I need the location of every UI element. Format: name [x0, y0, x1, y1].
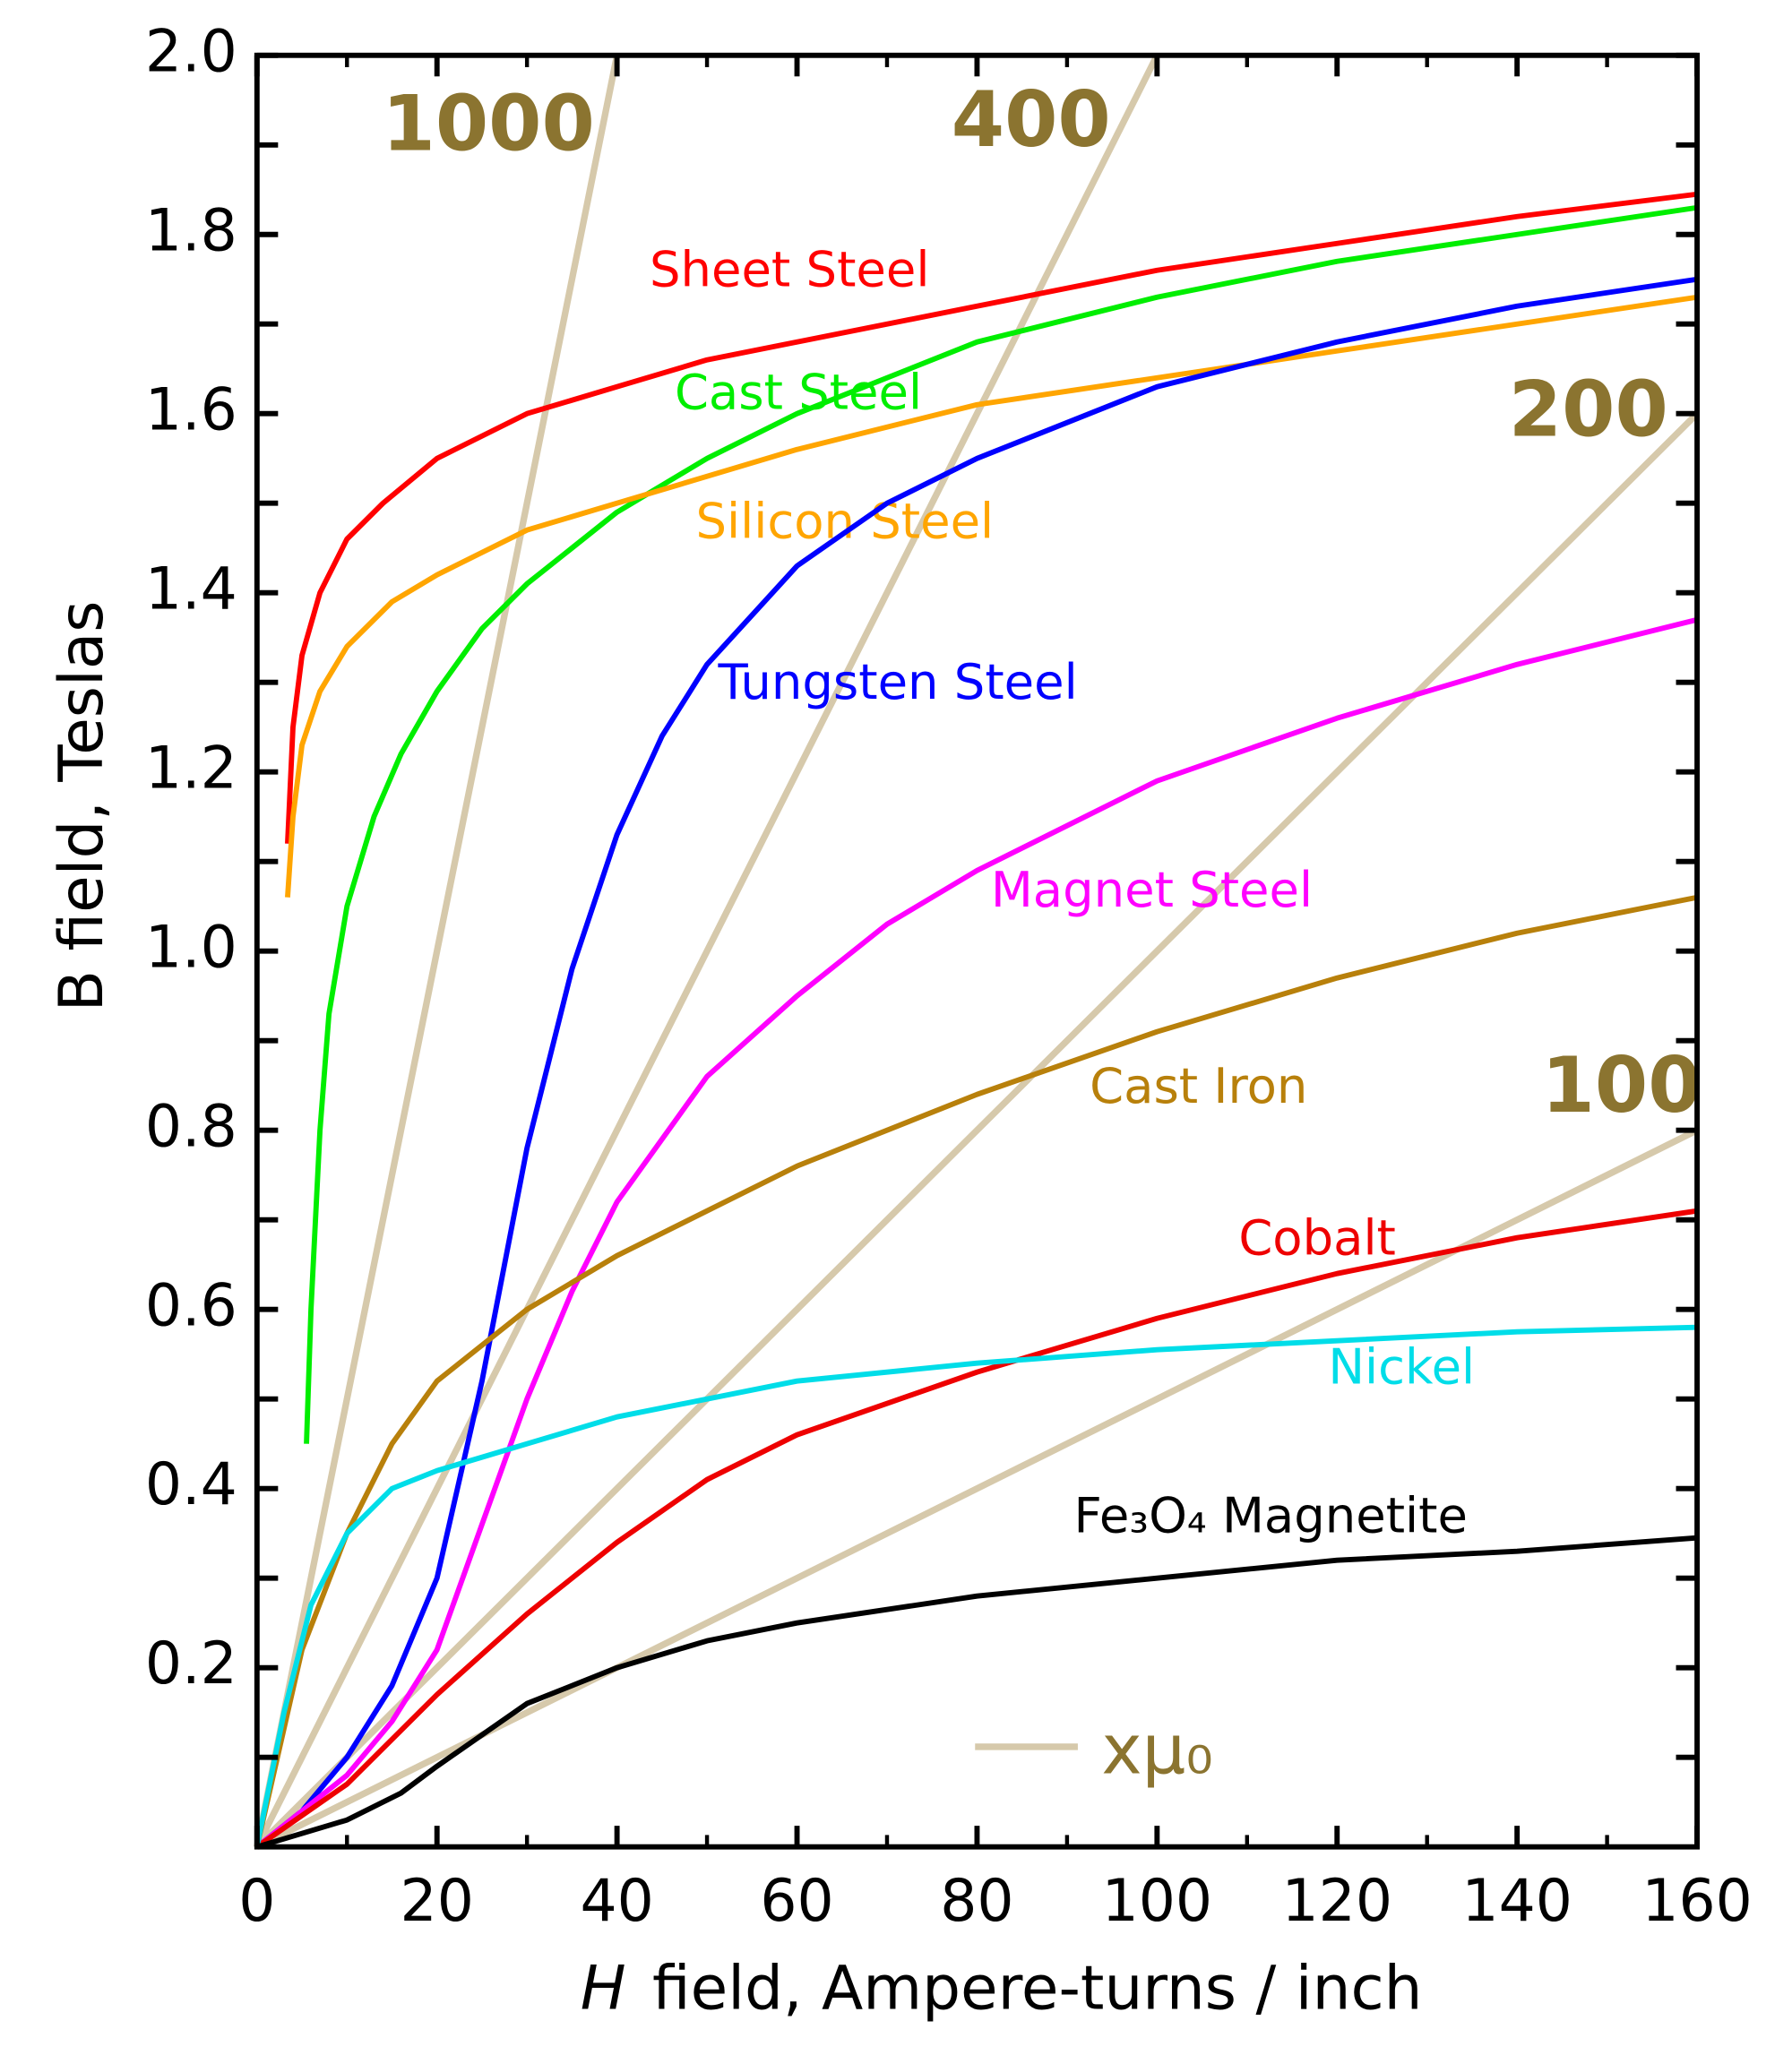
y-axis-title: B field, Teslas	[46, 600, 116, 1011]
y-tick-label: 0.6	[145, 1272, 237, 1339]
permeability-line	[254, 411, 1700, 1850]
series-label: Cast Steel	[675, 364, 922, 420]
x-tick-label: 140	[1461, 1868, 1572, 1935]
y-tick-label: 0.8	[145, 1093, 237, 1160]
series-label: Magnet Steel	[991, 862, 1313, 918]
series-line	[255, 1208, 1698, 1850]
permeability-label: 1000	[383, 81, 595, 169]
y-tick-label: 0.2	[145, 1630, 237, 1698]
plot-frame	[254, 52, 1701, 1850]
series-label: Silicon Steel	[695, 493, 994, 549]
series-line	[254, 1324, 1698, 1848]
x-tick-label: 0	[238, 1868, 275, 1935]
series-line	[285, 191, 1698, 844]
series-label: Nickel	[1328, 1338, 1475, 1395]
series-label: Sheet Steel	[650, 242, 929, 298]
permeability-line	[254, 55, 621, 1848]
permeability-label: 400	[952, 76, 1111, 165]
series-line	[285, 294, 1698, 898]
x-tick-label: 60	[760, 1868, 833, 1935]
permeability-label: 200	[1509, 366, 1668, 455]
permeability-line	[254, 54, 1160, 1849]
x-tick-label: 100	[1102, 1868, 1212, 1935]
series-line	[255, 1535, 1698, 1850]
x-tick-label: 160	[1641, 1868, 1752, 1935]
series-line	[304, 204, 1698, 1444]
x-tick-label: 120	[1282, 1868, 1392, 1935]
series-label: Fe₃O₄ Magnetite	[1074, 1488, 1468, 1544]
permeability-label: 100	[1542, 1042, 1702, 1131]
x-axis-var: H	[581, 1952, 626, 2023]
legend-label: xμ₀	[1101, 1711, 1213, 1791]
series-line	[254, 276, 1698, 1849]
x-tick-label: 80	[940, 1868, 1013, 1935]
y-tick-label: 1.0	[145, 914, 237, 981]
x-tick-label: 40	[580, 1868, 653, 1935]
x-axis-text: field, Ampere-turns / inch	[652, 1952, 1422, 2023]
y-tick-label: 0.4	[145, 1451, 237, 1518]
series-label: Cast Iron	[1090, 1058, 1307, 1114]
y-tick-label: 1.4	[145, 555, 237, 623]
y-tick-label: 1.2	[145, 735, 237, 802]
y-tick-label: 2.0	[145, 18, 237, 85]
series-label: Tungsten Steel	[717, 654, 1077, 710]
series-label: Cobalt	[1238, 1209, 1396, 1266]
series-line	[254, 616, 1698, 1849]
x-tick-label: 20	[401, 1868, 474, 1935]
y-tick-label: 1.8	[145, 197, 237, 264]
y-tick-label: 1.6	[145, 376, 237, 443]
